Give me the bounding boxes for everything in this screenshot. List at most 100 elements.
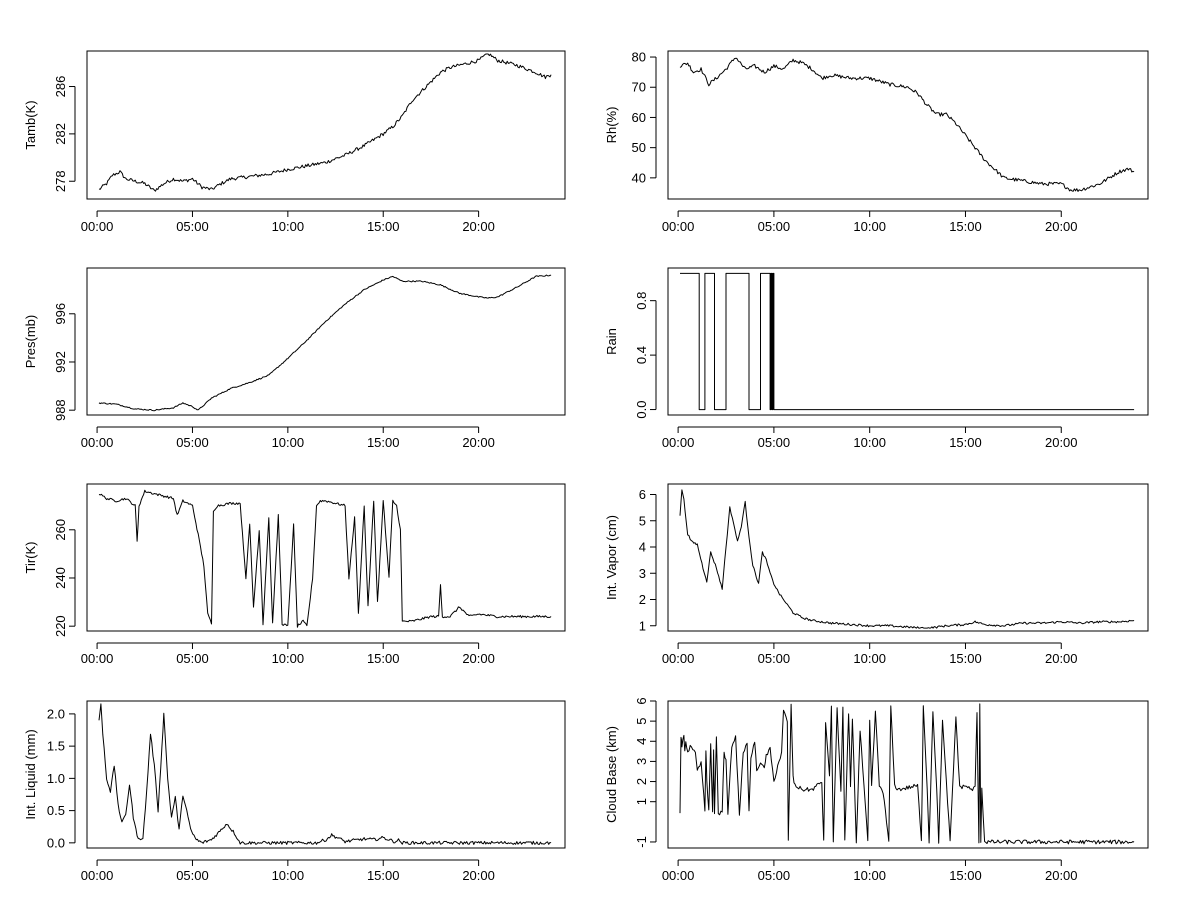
panel-cloud-base-km: 00:00 05:00 10:00 15:00 20:00 -1 1 2 3 4 5 6 Cloud B…	[604, 697, 1149, 883]
x-tick-label: 00:00	[81, 219, 114, 234]
y-axis-label: Cloud Base (km)	[604, 726, 619, 823]
x-tick-label: 15:00	[949, 219, 982, 234]
x-tick-label: 15:00	[367, 219, 400, 234]
y-tick-label: 6	[639, 487, 646, 502]
x-tick-label: 15:00	[949, 651, 982, 666]
y-tick-label: 5	[634, 718, 649, 725]
panel-int-liquid-mm: 00:00 05:00 10:00 15:00 20:00 0.0 0.5 1.0 1.5 2.0…	[23, 700, 566, 883]
y-tick-label: 50	[632, 140, 646, 155]
y-tick-label: 0.0	[47, 835, 65, 850]
y-tick-label: 260	[53, 519, 68, 541]
y-tick-label: 70	[632, 80, 646, 95]
y-tick-label: 1	[639, 618, 646, 633]
x-tick-label: 05:00	[758, 651, 791, 666]
series-line-rh	[679, 57, 1135, 192]
y-tick-label: 60	[632, 110, 646, 125]
x-tick-label: 05:00	[758, 435, 791, 450]
panel-rh: 00:00 05:00 10:00 15:00 20:00 40 50 60 70 80 Rh(%)	[604, 50, 1149, 234]
x-tick-label: 20:00	[462, 868, 495, 883]
x-tick-label: 15:00	[367, 435, 400, 450]
y-tick-label: 0.0	[634, 401, 649, 419]
y-tick-label: 3	[634, 758, 649, 765]
x-tick-label: 00:00	[662, 219, 695, 234]
y-tick-label: 80	[632, 50, 646, 65]
y-tick-label: 6	[634, 697, 649, 704]
plot-frame	[667, 700, 1149, 849]
x-tick-label: 10:00	[272, 651, 305, 666]
series-line-int-liquid-mm	[98, 703, 552, 845]
y-tick-label: 282	[53, 123, 68, 145]
x-tick-label: 20:00	[462, 435, 495, 450]
y-tick-label: 2	[639, 592, 646, 607]
x-tick-label: 20:00	[462, 651, 495, 666]
series-line-cloud-base-km	[679, 703, 1135, 845]
x-tick-label: 10:00	[853, 435, 886, 450]
x-tick-label: 05:00	[176, 219, 209, 234]
x-tick-label: 20:00	[1045, 435, 1078, 450]
y-tick-label: 278	[53, 170, 68, 192]
y-tick-label: 240	[53, 567, 68, 589]
y-tick-label: 1.5	[47, 739, 65, 754]
panel-pres-mb: 00:00 05:00 10:00 15:00 20:00 988 992 996 Pres(m…	[23, 267, 566, 450]
x-tick-label: 20:00	[462, 219, 495, 234]
y-tick-label: 3	[639, 566, 646, 581]
y-tick-label: 988	[53, 399, 68, 421]
x-tick-label: 15:00	[949, 435, 982, 450]
y-axis-label: Int. Vapor (cm)	[604, 515, 619, 600]
x-tick-label: 10:00	[853, 651, 886, 666]
y-axis-label: Rain	[604, 328, 619, 355]
plot-frame	[86, 50, 566, 200]
x-tick-label: 00:00	[81, 435, 114, 450]
plot-frame	[86, 267, 566, 416]
series-line-tamb-k	[98, 53, 552, 192]
y-tick-label: 2	[634, 778, 649, 785]
y-tick-label: 286	[53, 76, 68, 98]
y-tick-label: 0.8	[634, 292, 649, 310]
plot-frame	[667, 483, 1149, 632]
y-axis-label: Tir(K)	[23, 541, 38, 573]
x-tick-label: 10:00	[272, 219, 305, 234]
x-tick-label: 10:00	[853, 219, 886, 234]
plot-frame	[86, 483, 566, 632]
x-tick-label: 00:00	[662, 868, 695, 883]
y-tick-label: 220	[53, 615, 68, 637]
series-line-int-vapor-cm	[679, 489, 1135, 629]
series-line-tir-k	[98, 489, 552, 628]
y-tick-label: 996	[53, 303, 68, 325]
x-tick-label: 05:00	[758, 219, 791, 234]
y-tick-label: 0.5	[47, 803, 65, 818]
x-tick-label: 10:00	[272, 868, 305, 883]
x-tick-label: 10:00	[853, 868, 886, 883]
panel-tamb-k: 00:00 05:00 10:00 15:00 20:00 278 282 286 Tamb(K…	[23, 50, 566, 234]
x-tick-label: 10:00	[272, 435, 305, 450]
y-axis-label: Rh(%)	[604, 107, 619, 144]
x-tick-label: 00:00	[662, 651, 695, 666]
x-tick-label: 05:00	[176, 651, 209, 666]
x-tick-label: 20:00	[1045, 651, 1078, 666]
panel-tir-k: 00:00 05:00 10:00 15:00 20:00 220 240 260 Tir(K)	[23, 483, 566, 666]
x-tick-label: 05:00	[176, 435, 209, 450]
x-tick-label: 15:00	[949, 868, 982, 883]
y-tick-label: 5	[639, 513, 646, 528]
x-tick-label: 05:00	[758, 868, 791, 883]
plot-frame	[667, 50, 1149, 200]
x-tick-label: 20:00	[1045, 219, 1078, 234]
x-tick-label: 15:00	[367, 868, 400, 883]
series-line-rain	[680, 272, 1135, 411]
y-tick-label: 0.4	[634, 346, 649, 364]
x-tick-label: 15:00	[367, 651, 400, 666]
x-tick-label: 00:00	[81, 868, 114, 883]
y-tick-label: 1	[634, 798, 649, 805]
y-tick-label: 992	[53, 351, 68, 373]
x-tick-label: 00:00	[81, 651, 114, 666]
series-line-pres-mb	[98, 274, 552, 412]
x-tick-label: 00:00	[662, 435, 695, 450]
y-tick-label: 4	[634, 738, 649, 745]
y-tick-label: 40	[632, 170, 646, 185]
y-tick-label: 4	[639, 540, 646, 555]
y-axis-label: Pres(mb)	[23, 315, 38, 368]
y-tick-label: -1	[634, 836, 649, 848]
plot-frame	[86, 700, 566, 849]
panel-int-vapor-cm: 00:00 05:00 10:00 15:00 20:00 1 2 3 4 5 6 Int. Vapo…	[604, 483, 1149, 666]
